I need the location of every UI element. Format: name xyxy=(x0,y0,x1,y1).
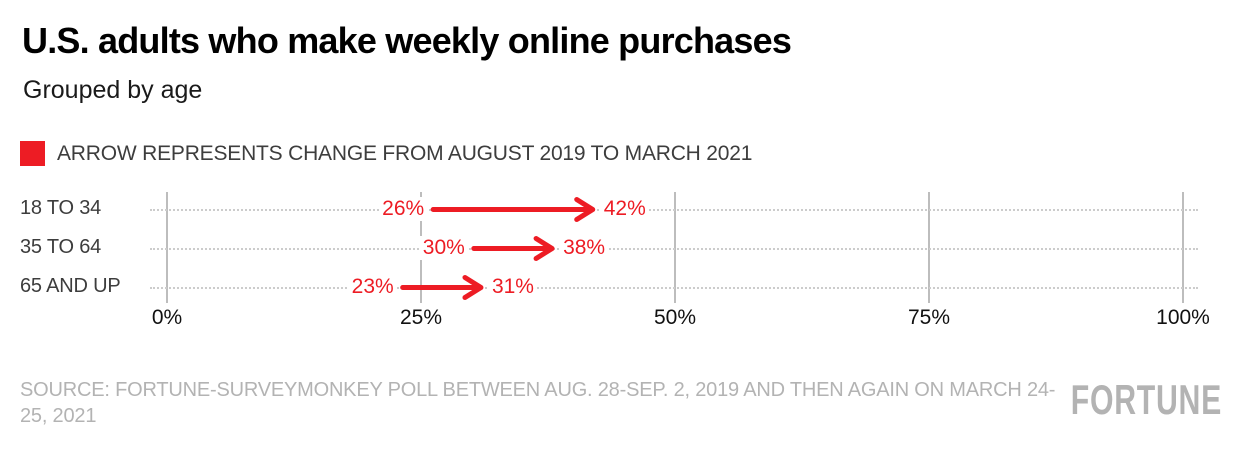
end-value-label: 38% xyxy=(560,235,609,260)
change-arrow xyxy=(430,197,596,222)
page-subtitle: Grouped by age xyxy=(23,76,203,104)
source-note: SOURCE: FORTUNE-SURVEYMONKEY POLL BETWEE… xyxy=(20,379,1056,427)
legend-swatch-icon xyxy=(20,141,45,166)
legend-label: ARROW REPRESENTS CHANGE FROM AUGUST 2019… xyxy=(57,141,753,165)
x-axis-tick-label: 100% xyxy=(1156,306,1210,329)
category-label: 18 TO 34 xyxy=(20,196,102,219)
start-value-label: 23% xyxy=(348,274,397,299)
change-arrow xyxy=(471,236,555,261)
x-axis-tick-label: 75% xyxy=(907,306,951,329)
row-guide-dotted-line xyxy=(150,247,1198,250)
change-arrow xyxy=(400,275,484,300)
x-axis-tick-label: 25% xyxy=(399,306,443,329)
fortune-logo: FORTUNE xyxy=(1070,376,1222,423)
x-axis-tick-label: 50% xyxy=(653,306,697,329)
legend: ARROW REPRESENTS CHANGE FROM AUGUST 2019… xyxy=(20,141,752,166)
category-label: 65 AND UP xyxy=(20,274,121,297)
row-guide-dotted-line xyxy=(150,286,1198,289)
end-value-label: 31% xyxy=(488,274,537,299)
start-value-label: 30% xyxy=(419,235,468,260)
category-label: 35 TO 64 xyxy=(20,235,102,258)
end-value-label: 42% xyxy=(600,196,649,221)
start-value-label: 26% xyxy=(379,196,428,221)
page-title: U.S. adults who make weekly online purch… xyxy=(22,20,792,61)
row-guide-dotted-line xyxy=(150,208,1198,211)
x-axis-tick-label: 0% xyxy=(151,306,183,329)
